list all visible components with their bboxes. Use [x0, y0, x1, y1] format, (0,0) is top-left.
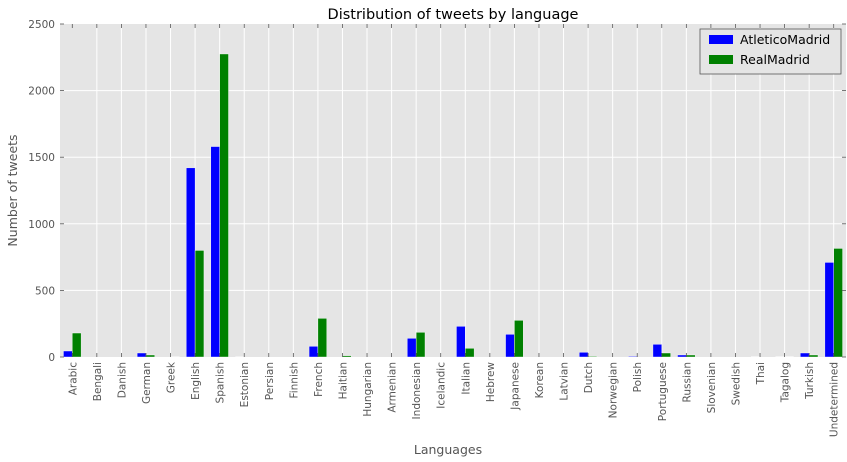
bar-atleticomadrid — [136, 352, 147, 358]
x-tick-label: Armenian — [387, 362, 399, 413]
bar-atleticomadrid — [407, 338, 417, 358]
x-tick-label: French — [313, 362, 325, 397]
y-tick-label: 1500 — [28, 152, 55, 164]
bar-realmadrid — [342, 355, 352, 358]
x-tick-label: Thai — [755, 362, 767, 385]
bar-realmadrid — [72, 332, 82, 358]
bar-realmadrid — [465, 348, 475, 358]
x-tick-label: Persian — [264, 362, 276, 400]
x-tick-label: English — [190, 362, 202, 400]
bar-realmadrid — [686, 354, 696, 358]
bar-realmadrid — [219, 53, 229, 358]
x-axis-ticks: Arabic Bengali Danish German Greek English Spa… — [67, 24, 841, 437]
x-tick-label: Polish — [632, 362, 644, 392]
bar-realmadrid — [145, 354, 156, 358]
x-tick-label: Bengali — [92, 362, 104, 401]
x-tick-label: Italian — [460, 362, 472, 395]
x-tick-label: Norwegian — [608, 362, 620, 418]
y-tick-label: 2500 — [28, 19, 55, 31]
x-tick-label: Haitian — [337, 362, 349, 399]
x-tick-label: Finnish — [288, 362, 300, 399]
y-tick-label: 2000 — [28, 86, 55, 98]
x-tick-label: Greek — [166, 361, 178, 393]
y-tick-label: 500 — [35, 285, 55, 297]
y-axis-ticks: 0 500 1000 1500 2000 2500 — [28, 19, 846, 364]
y-tick-label: 0 — [48, 352, 55, 364]
y-axis-label: Number of tweets — [5, 134, 20, 246]
y-tick-label: 1000 — [28, 219, 55, 231]
bar-realmadrid — [415, 332, 426, 358]
x-tick-label: Icelandic — [436, 362, 448, 409]
x-tick-label: Spanish — [215, 362, 227, 403]
x-tick-label: Latvian — [559, 362, 571, 401]
x-tick-label: Swedish — [730, 362, 742, 405]
bar-realmadrid — [833, 248, 843, 358]
x-tick-label: Indonesian — [411, 362, 423, 419]
legend: AtleticoMadrid RealMadrid — [699, 28, 842, 75]
bars — [63, 53, 843, 358]
x-axis-label: Languages — [414, 442, 482, 457]
bar-atleticomadrid — [579, 352, 589, 358]
bar-realmadrid — [587, 356, 598, 358]
x-tick-label: Russian — [681, 362, 693, 402]
chart-title: Distribution of tweets by language — [328, 7, 579, 23]
bar-atleticomadrid — [677, 354, 687, 358]
x-tick-label: Japanese — [509, 362, 521, 411]
x-tick-label: Danish — [116, 362, 128, 398]
bar-atleticomadrid — [63, 350, 73, 358]
bar-atleticomadrid — [308, 346, 319, 358]
x-tick-label: Hebrew — [485, 362, 497, 403]
bar-atleticomadrid — [628, 356, 638, 358]
x-tick-label: Arabic — [67, 362, 79, 396]
legend-label-realmadrid: RealMadrid — [740, 52, 810, 67]
bar-realmadrid — [194, 250, 205, 358]
bar-atleticomadrid — [652, 344, 662, 358]
bar-atleticomadrid — [456, 326, 466, 358]
bar-atleticomadrid — [800, 352, 810, 358]
bar-atleticomadrid — [824, 262, 834, 358]
legend-swatch-realmadrid — [709, 55, 733, 64]
bar-realmadrid — [808, 354, 819, 358]
x-tick-label: Dutch — [583, 362, 595, 393]
legend-label-atleticomadrid: AtleticoMadrid — [740, 32, 830, 47]
x-tick-label: Portuguese — [657, 362, 669, 421]
x-tick-label: Korean — [534, 362, 546, 398]
x-tick-label: German — [141, 362, 153, 404]
legend-swatch-atleticomadrid — [709, 35, 733, 44]
x-tick-label: Hungarian — [362, 362, 374, 417]
bar-realmadrid — [317, 318, 327, 358]
bar-realmadrid — [661, 352, 671, 358]
bar-atleticomadrid — [505, 334, 515, 358]
bar-realmadrid — [514, 320, 524, 358]
bar-atleticomadrid — [210, 146, 220, 358]
x-tick-label: Estonian — [239, 362, 251, 407]
bar-atleticomadrid — [186, 167, 196, 358]
x-tick-label: Tagalog — [780, 362, 792, 403]
x-tick-label: Slovenian — [706, 362, 718, 413]
x-tick-label: Turkish — [804, 362, 816, 400]
x-tick-label: Undetermined — [829, 362, 841, 437]
